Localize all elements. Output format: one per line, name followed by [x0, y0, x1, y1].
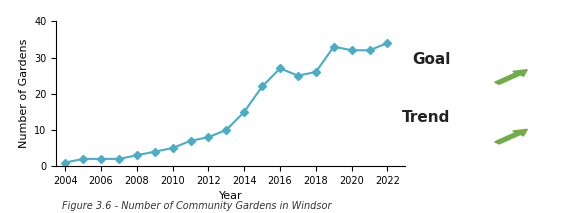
Text: Goal: Goal [412, 52, 450, 67]
Community Gardens [348, 49, 355, 52]
Y-axis label: Number of Gardens: Number of Gardens [19, 39, 29, 148]
Community Gardens [330, 45, 337, 48]
Community Gardens [187, 140, 194, 142]
Community Gardens [115, 158, 122, 160]
Community Gardens [276, 67, 283, 70]
Community Gardens [151, 150, 158, 153]
FancyArrow shape [495, 129, 528, 144]
Text: Trend: Trend [402, 110, 450, 125]
Community Gardens [366, 49, 373, 52]
Community Gardens [259, 85, 266, 88]
Community Gardens [80, 158, 87, 160]
Text: Figure 3.6 - Number of Community Gardens in Windsor: Figure 3.6 - Number of Community Gardens… [62, 201, 332, 211]
Community Gardens [62, 161, 69, 164]
Community Gardens [384, 42, 391, 44]
Community Gardens [241, 111, 248, 113]
Community Gardens [133, 154, 140, 157]
Community Gardens [97, 158, 104, 160]
Community Gardens [223, 129, 230, 131]
Community Gardens [312, 71, 319, 73]
Community Gardens [169, 147, 176, 149]
Community Gardens [205, 136, 212, 138]
Community Gardens [294, 74, 301, 77]
Line: Community Gardens: Community Gardens [62, 40, 390, 165]
FancyArrow shape [495, 70, 528, 84]
X-axis label: Year: Year [219, 191, 243, 201]
